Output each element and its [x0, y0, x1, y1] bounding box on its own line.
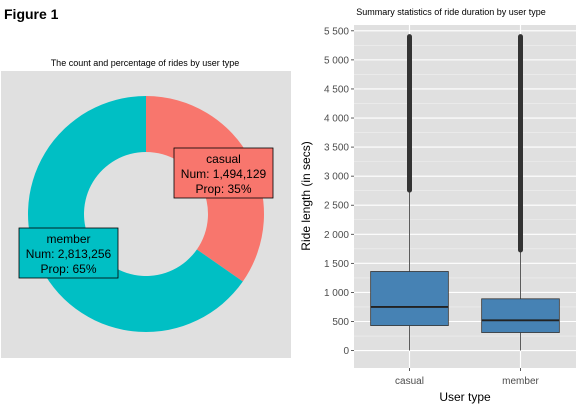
x-axis-ticks: casual member — [395, 368, 540, 387]
y-tick-label: 3 000 — [324, 172, 349, 183]
y-tick-label: 5 500 — [324, 26, 349, 37]
label-casual: casual Num: 1,494,129 Prop: 35% — [173, 147, 274, 199]
y-tick-label: 500 — [332, 317, 349, 328]
figure-title: Figure 1 — [4, 6, 59, 22]
y-tick-label: 4 500 — [324, 84, 349, 95]
y-tick-label: 3 500 — [324, 143, 349, 154]
label-member-name: member — [46, 232, 90, 246]
y-tick-label: 0 — [343, 346, 349, 357]
box-member — [481, 34, 560, 351]
donut-title: The count and percentage of rides by use… — [51, 58, 240, 68]
box-iqr — [481, 298, 560, 333]
label-member-count: Num: 2,813,256 — [26, 247, 112, 261]
box-iqr — [370, 271, 449, 326]
y-axis-title: Ride length (in secs) — [299, 141, 313, 250]
y-tick-label: 1 500 — [324, 259, 349, 270]
label-casual-box — [173, 147, 274, 199]
label-member-prop: Prop: 65% — [40, 262, 96, 276]
box-casual — [370, 34, 449, 351]
y-tick-label: 5 000 — [324, 55, 349, 66]
x-tick-label: member — [502, 376, 539, 387]
boxes — [370, 34, 560, 351]
x-tick-label: casual — [395, 376, 424, 387]
label-casual-prop: Prop: 35% — [195, 182, 251, 196]
x-axis-title: User type — [439, 390, 491, 404]
y-axis-ticks: 0 500 1 000 1 500 2 000 2 500 3 000 3 500 4 000 4… — [324, 26, 354, 357]
label-member-box — [18, 227, 119, 279]
boxplot-title: Summary statistics of ride duration by u… — [356, 7, 546, 17]
label-member: member Num: 2,813,256 Prop: 65% — [18, 227, 119, 279]
box-plot-chart: Summary statistics of ride duration by u… — [299, 7, 576, 404]
y-tick-label: 1 000 — [324, 288, 349, 299]
y-tick-label: 2 500 — [324, 201, 349, 212]
y-tick-label: 2 000 — [324, 230, 349, 241]
y-tick-label: 4 000 — [324, 114, 349, 125]
donut-chart: The count and percentage of rides by use… — [1, 58, 291, 358]
label-casual-name: casual — [206, 152, 241, 166]
label-casual-count: Num: 1,494,129 — [181, 167, 267, 181]
